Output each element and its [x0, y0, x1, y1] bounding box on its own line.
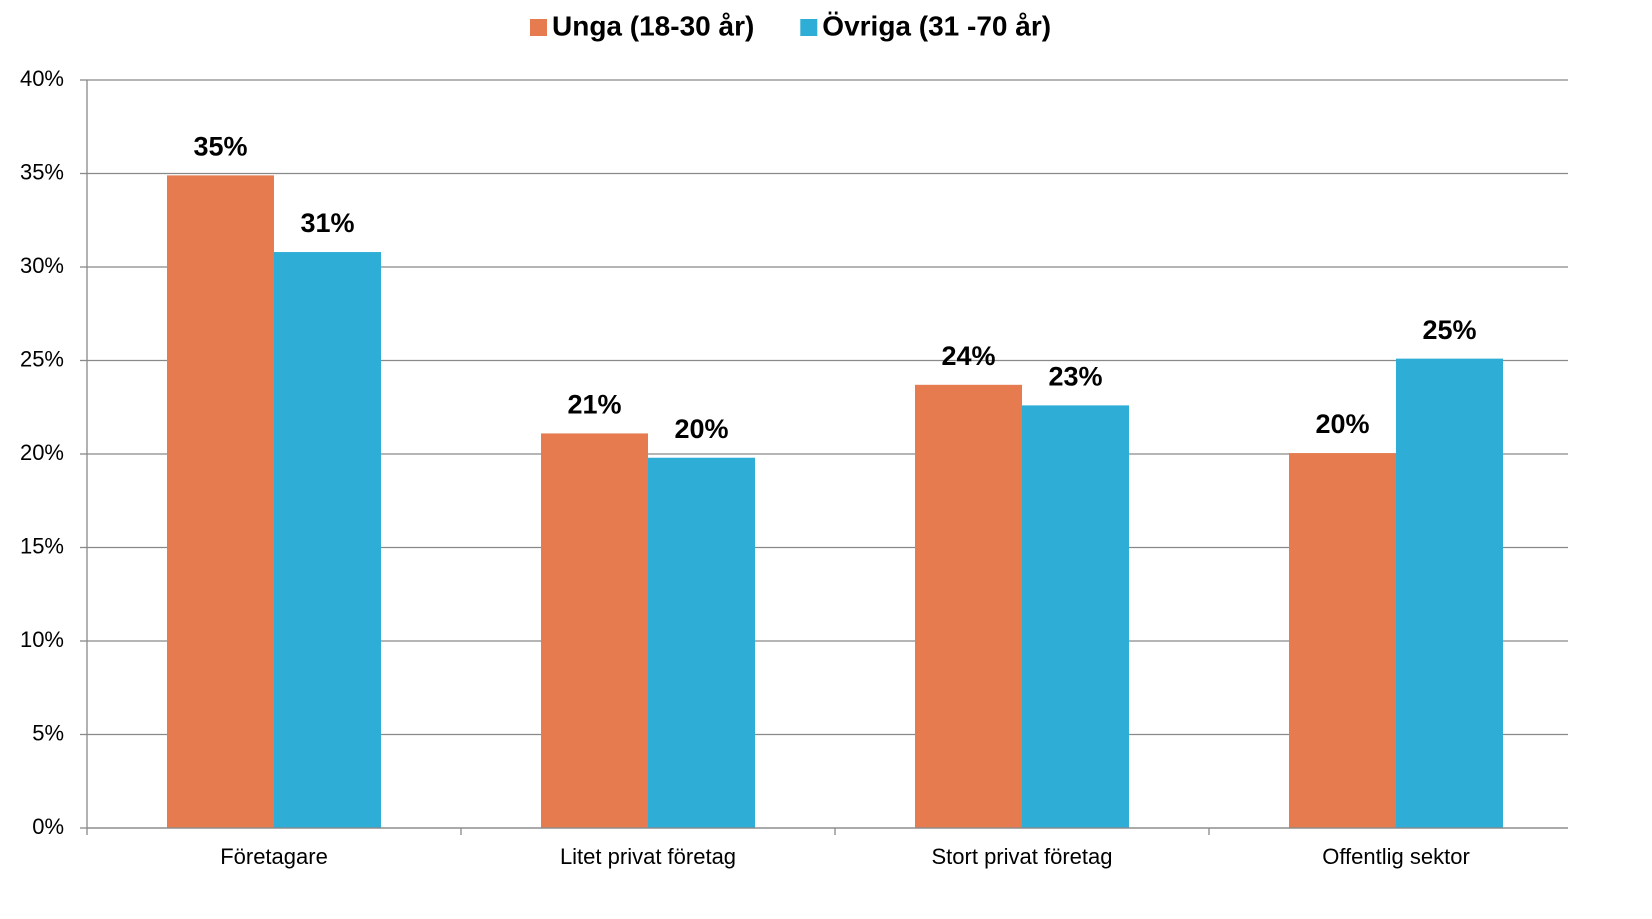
bar — [1396, 358, 1503, 828]
bar — [915, 384, 1022, 828]
y-tick-label: 40% — [20, 66, 64, 91]
legend-label: Övriga (31 -70 år) — [822, 10, 1051, 41]
y-tick-label: 0% — [32, 814, 64, 839]
legend-swatch — [800, 19, 818, 36]
legend: Unga (18-30 år) Övriga (31 -70 år) — [530, 10, 1051, 41]
bar — [648, 457, 755, 828]
x-tick-label: Litet privat företag — [560, 844, 736, 869]
bar — [1289, 453, 1396, 828]
y-tick-label: 15% — [20, 533, 64, 558]
data-label: 21% — [567, 390, 621, 420]
bar — [1022, 405, 1129, 828]
bar — [274, 252, 381, 829]
y-tick-label: 20% — [20, 440, 64, 465]
bar — [167, 175, 274, 828]
y-tick-label: 30% — [20, 253, 64, 278]
x-tick-label: Offentlig sektor — [1322, 844, 1470, 869]
data-label: 23% — [1048, 362, 1102, 392]
x-tick-label: Stort privat företag — [932, 844, 1113, 869]
data-label: 20% — [1315, 409, 1369, 439]
data-label: 25% — [1422, 315, 1476, 345]
y-tick-label: 5% — [32, 720, 64, 745]
legend-label: Unga (18-30 år) — [552, 10, 754, 41]
x-tick-label: Företagare — [220, 844, 328, 869]
y-tick-label: 25% — [20, 346, 64, 371]
y-tick-label: 10% — [20, 627, 64, 652]
bar — [541, 433, 648, 828]
data-label: 31% — [300, 208, 354, 238]
chart: 0% 5% 10% 15% 20% 25% 30% 35% 40% Företagare 35% 31… — [20, 10, 1568, 869]
data-label: 20% — [674, 414, 728, 444]
legend-swatch — [530, 19, 547, 36]
y-tick-label: 35% — [20, 159, 64, 184]
data-label: 35% — [193, 131, 247, 161]
data-label: 24% — [941, 341, 995, 371]
